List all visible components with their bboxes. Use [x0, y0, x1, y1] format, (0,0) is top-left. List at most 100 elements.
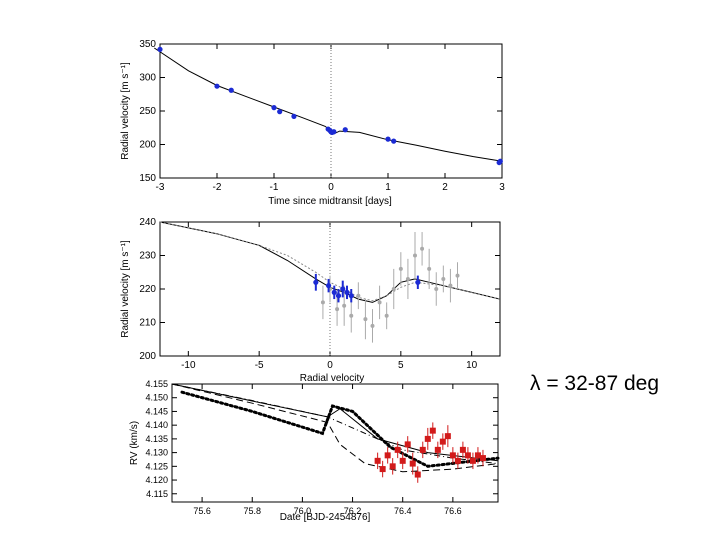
data-point [413, 253, 417, 258]
data-point [342, 303, 347, 308]
data-point [391, 287, 396, 291]
x-tick-label: -1 [270, 182, 279, 193]
y-axis-label: Radial velocity [m s⁻¹] [120, 240, 131, 338]
x-tick-label: 76.4 [394, 506, 412, 516]
x-tick-label: 5 [398, 360, 404, 371]
chart-panel-2: -10 -5 0 5 10 200 210 220 230 240 Radial velocity R… [120, 217, 501, 384]
data-point [394, 446, 401, 453]
data-point [379, 466, 386, 473]
data-point [344, 289, 350, 295]
x-axis-label: Radial velocity [300, 373, 364, 384]
plot-frame [171, 383, 499, 503]
y-tick-label: 210 [139, 318, 156, 329]
data-point [377, 300, 382, 305]
x-tick-label: 75.6 [193, 506, 211, 516]
y-tick-label: 4.125 [145, 461, 168, 471]
data-point [391, 138, 397, 144]
y-tick-label: 240 [139, 217, 156, 228]
data-point [454, 457, 461, 464]
y-tick-label: 4.130 [145, 448, 168, 458]
y-tick-label: 4.155 [145, 379, 168, 389]
slide-caption: λ = 32-87 deg [530, 372, 660, 395]
x-tick-label: 76.0 [294, 506, 312, 516]
y-tick-label: 300 [139, 73, 156, 84]
x-tick-label: 0 [328, 182, 334, 193]
y-tick-label: 350 [139, 39, 156, 50]
x-tick-label: 10 [466, 360, 478, 371]
data-point [214, 83, 220, 89]
data-point [384, 313, 389, 318]
x-tick-label: 76.2 [344, 506, 362, 516]
chart-panel-1: -3 -2 -1 0 1 2 3 150 200 250 300 350 Time since midt… [120, 39, 505, 207]
y-tick-label: 4.135 [145, 434, 168, 444]
data-point [405, 276, 410, 281]
data-point [363, 317, 368, 322]
y-tick-label: 230 [139, 251, 156, 262]
data-point [409, 460, 416, 467]
data-point [439, 438, 446, 445]
y-tick-label: 4.115 [146, 489, 168, 499]
data-point [331, 289, 337, 295]
data-point [349, 313, 354, 318]
data-point [370, 323, 375, 328]
data-point [313, 279, 319, 285]
y-tick-label: 200 [139, 140, 156, 151]
data-point [335, 307, 340, 312]
x-tick-label: 0 [327, 360, 333, 371]
y-axis-label: RV (km/s) [129, 421, 140, 465]
data-point [277, 109, 283, 115]
x-tick-label: -2 [213, 182, 222, 193]
data-point [320, 300, 325, 305]
data-point [356, 293, 361, 298]
data-point [385, 136, 391, 142]
data-point [415, 279, 421, 285]
data-point [331, 129, 337, 135]
x-tick-label: 75.8 [243, 506, 261, 516]
data-point [434, 287, 439, 291]
data-point [429, 427, 436, 434]
data-point [374, 457, 381, 464]
data-point [404, 441, 411, 448]
y-tick-label: 150 [139, 173, 156, 184]
y-tick-label: 4.140 [145, 420, 168, 430]
x-tick-label: 1 [385, 182, 391, 193]
model-curve-thick-dotted [180, 390, 500, 468]
data-point [497, 158, 503, 164]
y-tick-label: 4.145 [145, 406, 168, 416]
data-point [348, 293, 354, 299]
data-point [464, 452, 471, 459]
data-point [459, 446, 466, 453]
x-axis-label: Date [BJD-2454876] [280, 512, 371, 523]
data-point [389, 463, 396, 470]
y-tick-label: 200 [139, 351, 156, 362]
data-point [441, 276, 446, 281]
y-axis-label: Radial velocity [m s⁻¹] [120, 62, 131, 160]
data-point [157, 46, 163, 52]
data-point [420, 246, 425, 251]
data-point [474, 452, 481, 459]
x-axis-label: Time since midtransit [days] [268, 196, 392, 207]
data-point [469, 457, 476, 464]
model-curve-dashed [171, 383, 499, 473]
x-tick-label: 76.6 [444, 506, 462, 516]
data-point [228, 87, 234, 93]
data-point [398, 266, 403, 271]
data-point [399, 457, 406, 464]
data-point [384, 452, 391, 459]
x-tick-label: 2 [442, 182, 448, 193]
data-point [271, 105, 277, 111]
y-tick-label: 4.120 [145, 475, 168, 485]
x-tick-label: 3 [499, 182, 505, 193]
data-point [448, 283, 453, 288]
data-point [427, 266, 432, 271]
data-point [335, 293, 342, 299]
data-point [342, 127, 348, 133]
y-tick-label: 220 [139, 284, 156, 295]
data-point [325, 283, 332, 289]
model-curve [154, 47, 503, 162]
data-point [479, 455, 486, 462]
data-point [340, 286, 346, 292]
data-point [414, 471, 421, 478]
data-point [455, 273, 460, 278]
